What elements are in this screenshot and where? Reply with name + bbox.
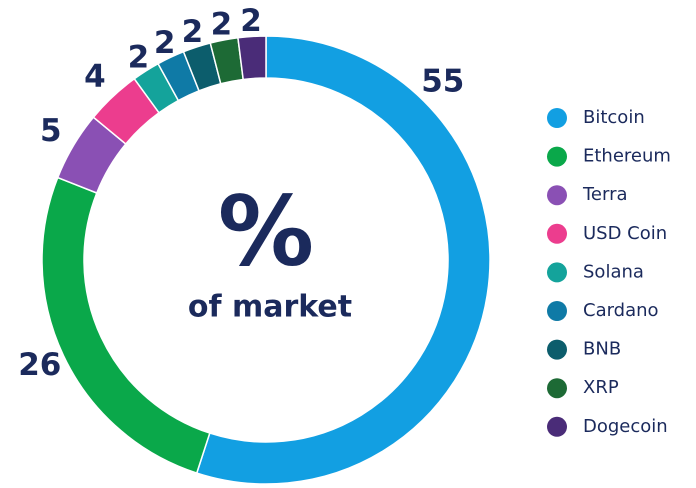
value-label: 26 [18, 347, 61, 383]
center-sublabel: of market [188, 290, 352, 325]
legend-marker [547, 146, 567, 167]
legend-label: Solana [583, 261, 644, 282]
value-label: 55 [421, 64, 464, 100]
legend-marker [547, 223, 567, 244]
donut-segment [41, 176, 211, 474]
legend-label: Bitcoin [583, 107, 645, 128]
legend-marker [547, 301, 567, 321]
legend-marker [547, 108, 567, 128]
legend-label: BNB [583, 339, 621, 360]
value-label: 2 [128, 40, 150, 76]
legend-label: Terra [582, 184, 628, 205]
value-label: 2 [240, 3, 262, 39]
legend-label: Cardano [583, 300, 659, 321]
legend-marker [547, 339, 567, 360]
legend-marker [547, 416, 567, 437]
legend-label: USD Coin [583, 223, 667, 244]
donut-segment [195, 35, 491, 485]
value-label: 5 [40, 113, 62, 149]
center-label: % [218, 175, 314, 287]
legend-label: Ethereum [583, 146, 671, 167]
value-label: 4 [84, 58, 106, 94]
legend-marker [547, 378, 567, 399]
value-label: 2 [182, 14, 204, 50]
value-label: 2 [154, 25, 176, 61]
legend-marker [547, 185, 567, 206]
value-label: 2 [211, 7, 233, 43]
donut-segment [237, 35, 267, 81]
legend-label: Dogecoin [583, 416, 668, 437]
legend-marker [547, 262, 567, 283]
legend-label: XRP [583, 377, 619, 398]
